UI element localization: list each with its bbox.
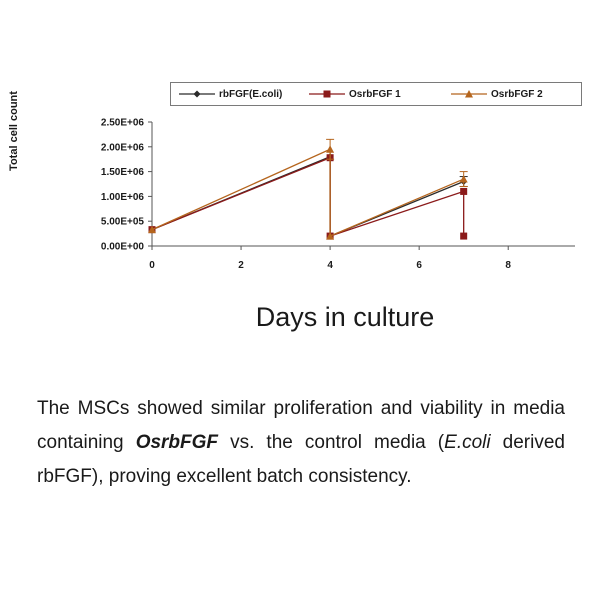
series-line	[151, 148, 464, 238]
y-tick-label: 2.50E+06	[101, 118, 145, 129]
caption: The MSCs showed similar proliferation an…	[37, 392, 565, 494]
y-tick-label: 5.00E+05	[101, 217, 145, 228]
y-tick-label: 2.00E+06	[101, 142, 145, 153]
y-tick-label: 0.00E+00	[101, 242, 145, 253]
caption-text: derived rbFGF), proving excellent batch …	[37, 432, 565, 487]
legend: rbFGF(E.coli) OsrbFGF 1 OsrbFGF 2	[170, 82, 582, 106]
series-line	[151, 156, 465, 237]
legend-item-rbfgf-ecoli: rbFGF(E.coli)	[179, 83, 282, 105]
series-line	[151, 155, 464, 238]
legend-item-osrbfgf-1: OsrbFGF 1	[309, 83, 401, 105]
x-tick-label: 4	[327, 260, 333, 271]
y-axis-title: Total cell count	[8, 91, 20, 171]
caption-text: The MSCs showed similar proliferation an…	[37, 398, 565, 453]
chart-marks	[148, 138, 468, 240]
legend-item-osrbfgf-2: OsrbFGF 2	[451, 83, 543, 105]
data-point	[148, 225, 156, 234]
y-tick-label: 1.50E+06	[101, 167, 145, 178]
legend-label: OsrbFGF 1	[349, 88, 401, 100]
legend-label: OsrbFGF 2	[491, 88, 543, 100]
x-axis-title: Days in culture	[255, 302, 435, 332]
x-tick-label: 8	[505, 260, 511, 271]
x-tick-label: 6	[416, 260, 422, 271]
chart: 0.00E+00 5.00E+05 1.00E+06 1.50E+06 2.00E+06…	[101, 118, 575, 271]
legend-swatch-triangle	[451, 88, 487, 100]
data-point	[326, 145, 335, 153]
caption-text: vs. the control media (	[218, 432, 445, 453]
caption-italic-term: E.coli	[444, 432, 491, 453]
x-tick-label: 0	[149, 260, 155, 271]
caption-bold-term: OsrbFGF	[135, 432, 219, 453]
data-point	[460, 232, 468, 240]
data-point	[459, 175, 468, 183]
chart-axes: 0.00E+00 5.00E+05 1.00E+06 1.50E+06 2.00E+06…	[101, 118, 575, 271]
x-tick-label: 2	[238, 260, 244, 271]
legend-swatch-diamond	[179, 88, 215, 100]
legend-swatch-square	[309, 88, 345, 100]
y-tick-label: 1.00E+06	[101, 192, 145, 203]
data-point	[460, 187, 468, 195]
data-point	[326, 232, 335, 240]
legend-label: rbFGF(E.coli)	[219, 88, 283, 100]
